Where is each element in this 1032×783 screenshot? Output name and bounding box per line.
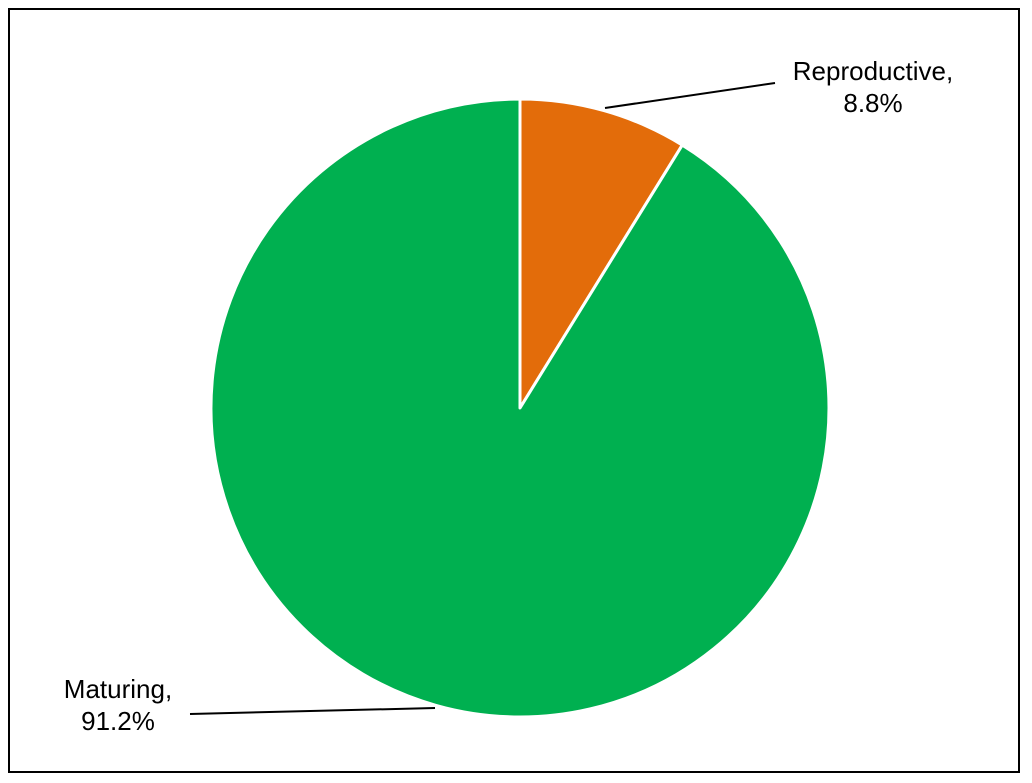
leader-line-maturing (189, 707, 436, 715)
pie-slice-reproductive (518, 97, 684, 410)
data-label-reproductive-value: 8.8% (843, 88, 902, 118)
data-label-maturing-value: 91.2% (81, 706, 155, 736)
data-label-reproductive-name: Reproductive, (793, 56, 953, 86)
leader-lines (189, 82, 776, 715)
data-labels: Reproductive,8.8% Maturing,91.2% (64, 56, 953, 736)
data-label-maturing-name: Maturing, (64, 674, 172, 704)
pie-slice-maturing (209, 97, 831, 719)
leader-line-reproductive (604, 82, 776, 109)
pie-slices (209, 97, 831, 719)
